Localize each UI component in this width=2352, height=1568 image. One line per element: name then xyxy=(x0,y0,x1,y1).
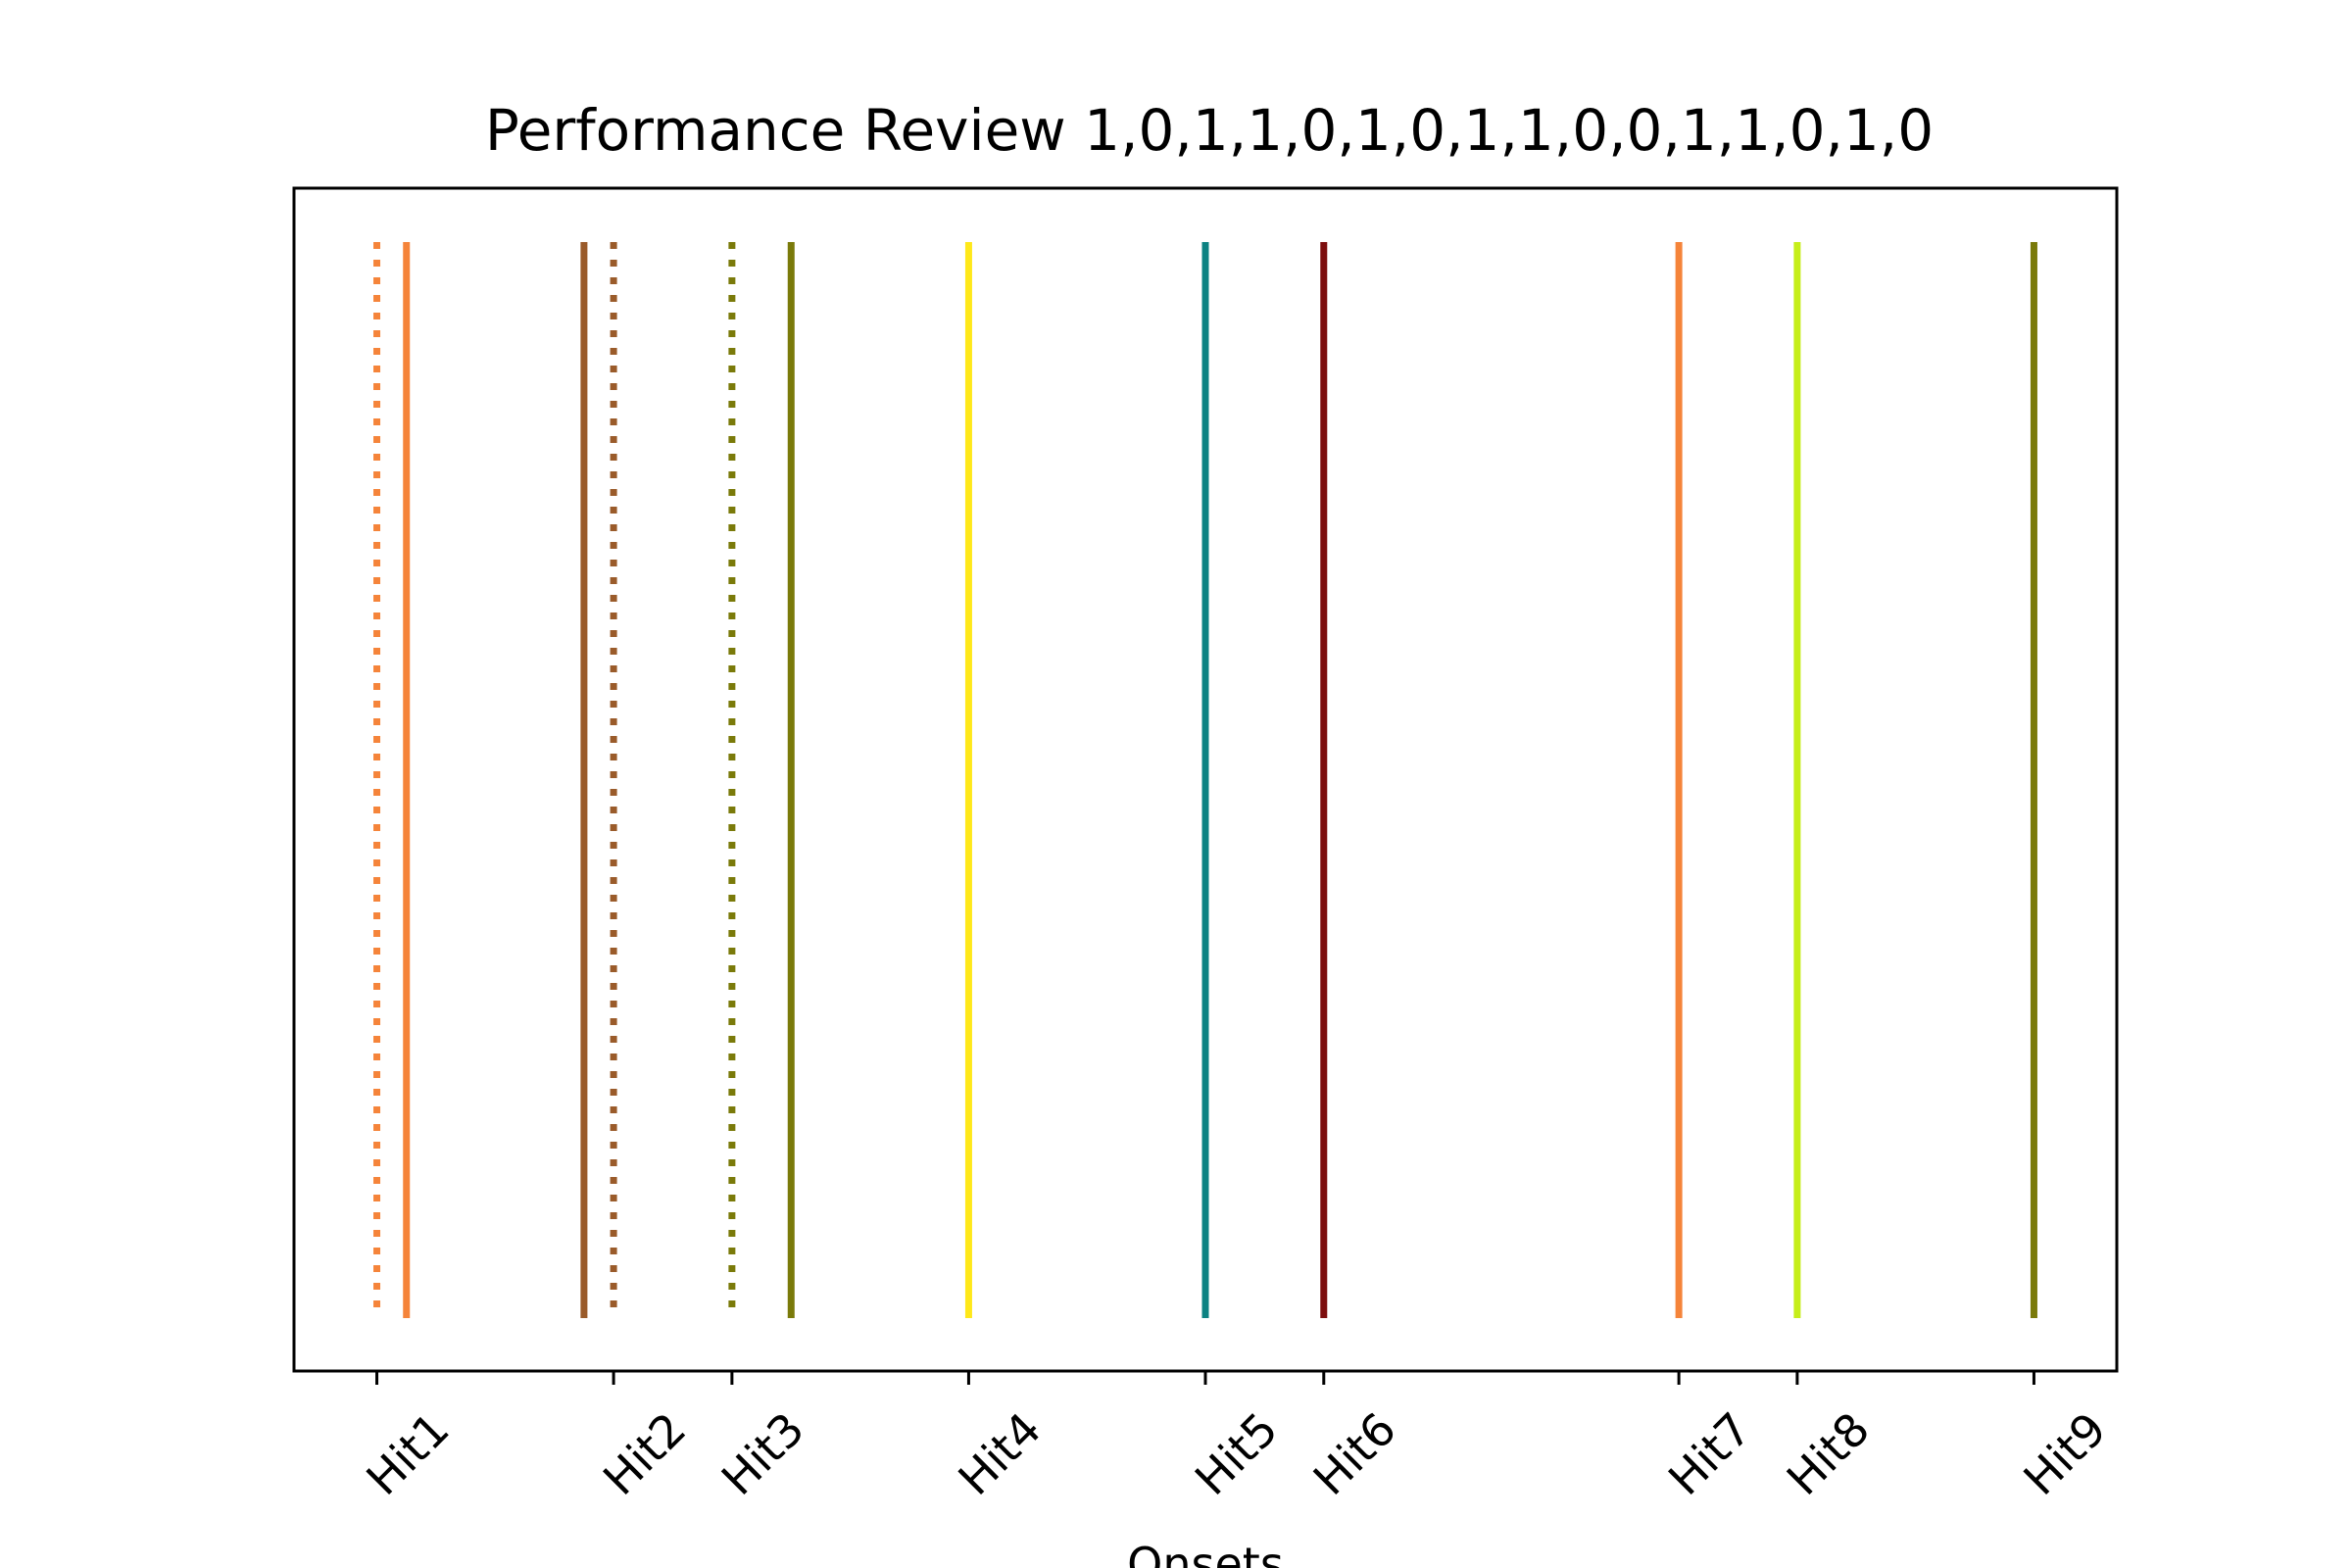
x-tick-label-5: Hit5 xyxy=(1185,1402,1288,1505)
x-tick-label-4: Hit4 xyxy=(948,1402,1051,1505)
x-tick-label-3: Hit3 xyxy=(711,1402,814,1505)
chart-title: Performance Review 1,0,1,1,0,1,0,1,1,0,0… xyxy=(485,97,1934,164)
x-tick-label-8: Hit8 xyxy=(1777,1402,1880,1505)
x-tick-label-7: Hit7 xyxy=(1658,1402,1761,1505)
x-axis-ticks: Hit1 Hit2 Hit3 Hit4 Hit5 Hit6 Hit7 Hit8 Hit9 xyxy=(357,1371,2117,1505)
x-tick-label-2: Hit2 xyxy=(593,1402,696,1505)
x-tick-label-6: Hit6 xyxy=(1303,1402,1406,1505)
x-axis-label: Onsets xyxy=(1127,1538,1284,1568)
event-lines xyxy=(373,242,2037,1318)
x-tick-label-9: Hit9 xyxy=(2013,1402,2116,1505)
x-tick-label-1: Hit1 xyxy=(357,1402,460,1505)
